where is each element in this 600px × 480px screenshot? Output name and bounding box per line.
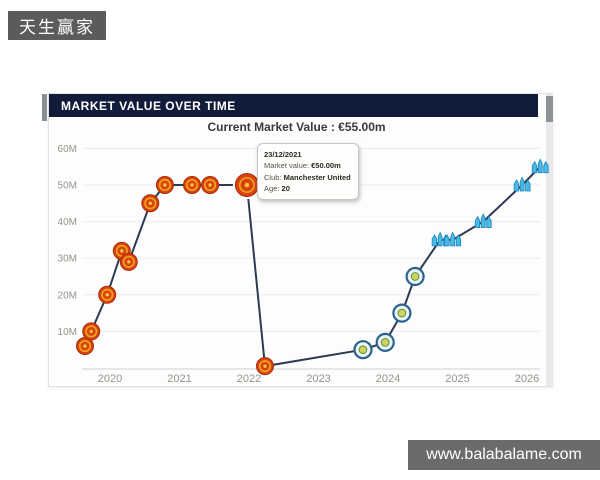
data-point-yellow-blue-crest[interactable] — [353, 340, 373, 360]
data-point-man-utd-crest[interactable] — [82, 322, 101, 341]
data-point-man-utd-crest[interactable] — [98, 285, 117, 304]
x-tick-label: 2021 — [167, 373, 191, 385]
watermark: www.balabalame.com — [408, 440, 600, 470]
tooltip-age: Age: 20 — [264, 183, 290, 193]
site-badge: 天生赢家 — [8, 11, 106, 40]
y-tick-label: 50M — [58, 181, 77, 192]
tooltip-market-value: Market value: €50.00m — [264, 161, 341, 171]
x-tick-label: 2025 — [445, 373, 469, 385]
data-point-light-blue-crest[interactable] — [531, 158, 549, 174]
data-point-yellow-blue-crest[interactable] — [392, 303, 412, 323]
scrollbar-thumb[interactable] — [546, 96, 553, 122]
data-point-light-blue-crest[interactable] — [444, 231, 462, 247]
data-point-man-utd-crest[interactable] — [201, 176, 220, 194]
data-point-man-utd-crest[interactable] — [155, 176, 174, 194]
y-tick-label: 60M — [58, 144, 77, 155]
chart-tooltip: 23/12/2021 Market value: €50.00m Club: M… — [257, 143, 359, 200]
tooltip-date: 23/12/2021 — [264, 150, 302, 159]
data-point-man-utd-crest[interactable] — [141, 194, 160, 213]
data-point-light-blue-crest[interactable] — [513, 176, 531, 192]
data-point-yellow-blue-crest[interactable] — [405, 266, 425, 287]
x-tick-label: 2024 — [376, 373, 400, 385]
y-tick-label: 20M — [58, 290, 77, 301]
x-tick-label: 2020 — [98, 373, 122, 385]
data-point-yellow-blue-crest[interactable] — [375, 332, 395, 352]
x-tick-label: 2022 — [237, 373, 261, 385]
tooltip-club: Club: Manchester United — [264, 172, 351, 182]
x-tick-label: 2023 — [306, 373, 330, 385]
card-scrollbar[interactable] — [546, 94, 553, 386]
market-value-card — [48, 93, 553, 387]
current-market-value-amount: €55.00m — [338, 120, 386, 134]
data-point-man-utd-crest-selected[interactable] — [232, 171, 261, 199]
x-tick-label: 2026 — [515, 373, 539, 385]
y-tick-label: 40M — [58, 217, 77, 228]
data-point-man-utd-crest[interactable] — [183, 176, 202, 194]
data-point-man-utd-crest[interactable] — [255, 357, 274, 376]
title-accent-bar — [42, 94, 47, 121]
card-title: MARKET VALUE OVER TIME — [49, 94, 538, 117]
data-point-man-utd-crest[interactable] — [119, 252, 138, 271]
data-point-light-blue-crest[interactable] — [474, 213, 492, 229]
y-tick-label: 10M — [58, 327, 77, 338]
current-market-value-label: Current Market Value : — [207, 120, 335, 134]
current-market-value: Current Market Value : €55.00m — [48, 120, 545, 134]
y-tick-label: 30M — [58, 254, 77, 265]
